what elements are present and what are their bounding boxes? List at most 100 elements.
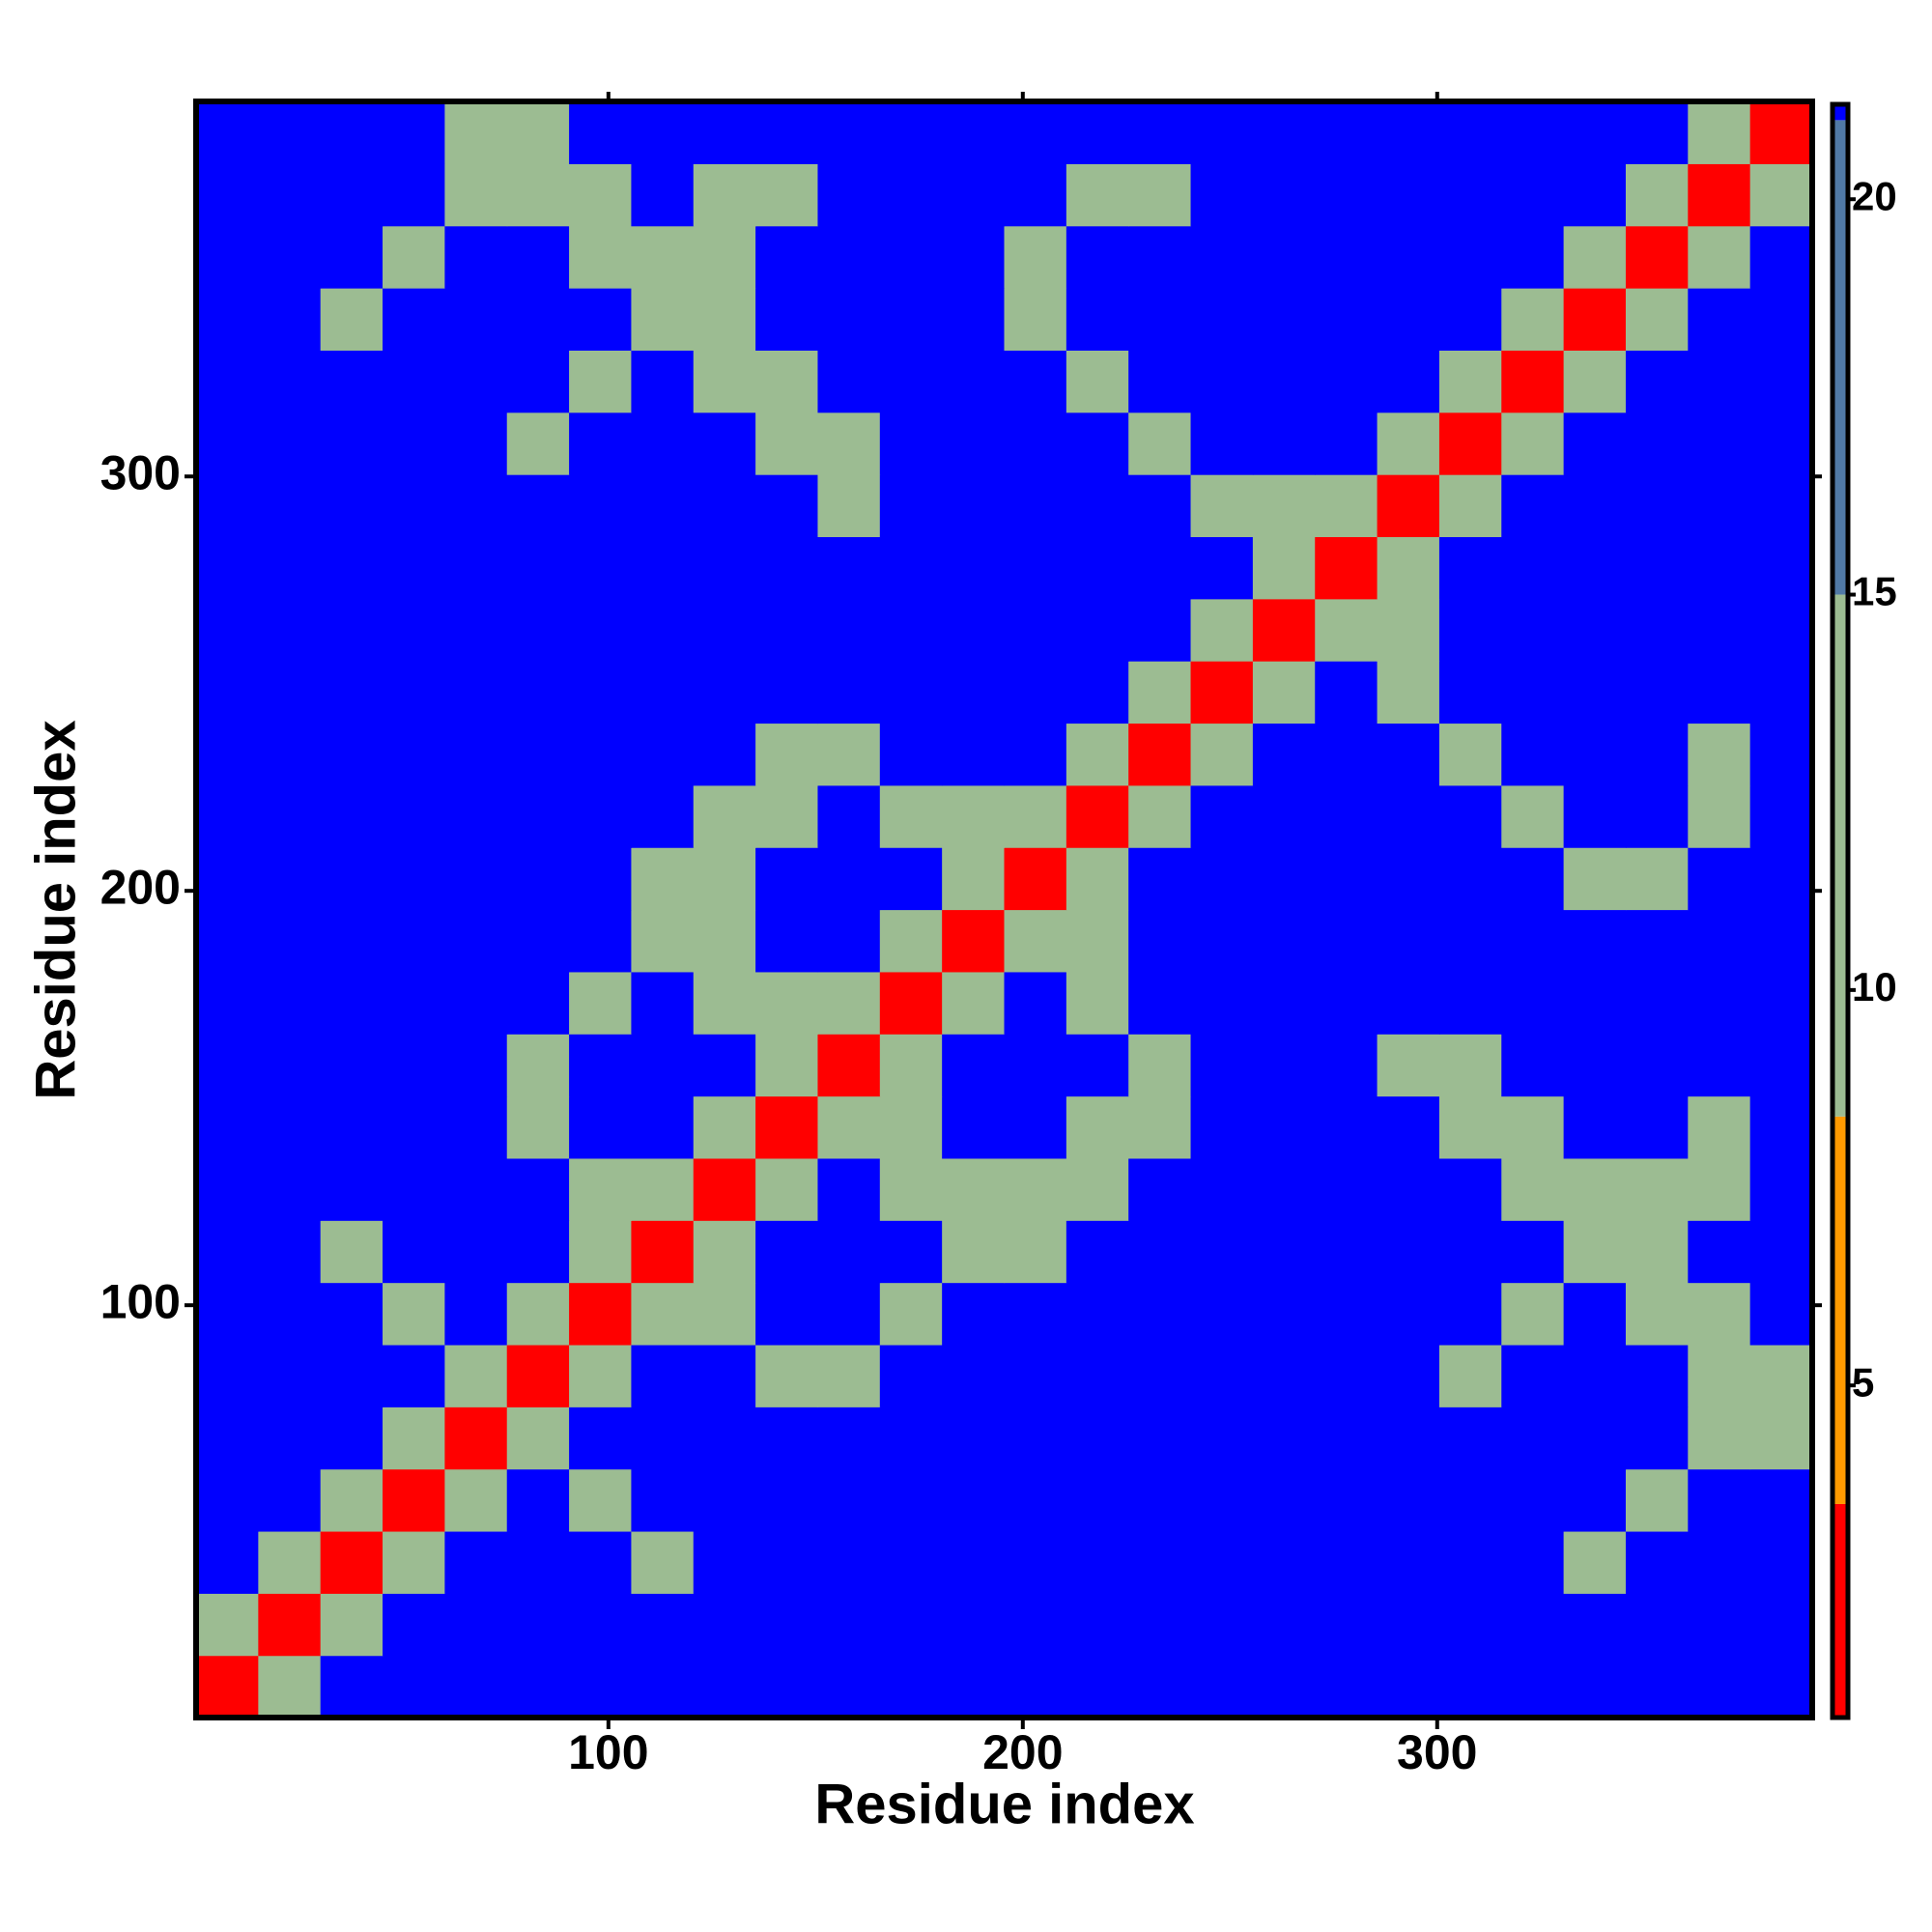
heatmap-cell bbox=[693, 1530, 756, 1594]
heatmap-cell bbox=[444, 412, 508, 475]
heatmap-cell bbox=[506, 1655, 570, 1719]
heatmap-cell bbox=[1625, 474, 1689, 538]
heatmap-cell bbox=[1563, 1593, 1627, 1657]
heatmap-cell bbox=[569, 1406, 633, 1470]
heatmap-cell bbox=[1128, 1034, 1192, 1097]
heatmap-cell bbox=[1501, 101, 1565, 164]
heatmap-cell bbox=[1128, 971, 1192, 1035]
heatmap-cell bbox=[1065, 1406, 1129, 1470]
heatmap-cell bbox=[1004, 1406, 1067, 1470]
heatmap-cell bbox=[1190, 909, 1254, 973]
heatmap-cell bbox=[1128, 1655, 1192, 1719]
heatmap-cell bbox=[693, 723, 756, 786]
heatmap-cell bbox=[817, 474, 881, 538]
heatmap-cell bbox=[506, 350, 570, 413]
heatmap-cell bbox=[693, 474, 756, 538]
heatmap-cell bbox=[817, 847, 881, 911]
heatmap-cell bbox=[196, 412, 259, 475]
heatmap-cell bbox=[693, 661, 756, 724]
heatmap-cell bbox=[1377, 723, 1440, 786]
heatmap-cell bbox=[569, 1468, 633, 1532]
heatmap-cell bbox=[1563, 1530, 1627, 1594]
heatmap-cell bbox=[1625, 1406, 1689, 1470]
heatmap-cell bbox=[1749, 350, 1813, 413]
heatmap-cell bbox=[1438, 350, 1502, 413]
heatmap-cell bbox=[1625, 536, 1689, 600]
heatmap-cell bbox=[693, 1344, 756, 1407]
heatmap-cell bbox=[1190, 350, 1254, 413]
heatmap-cell bbox=[755, 598, 819, 662]
heatmap-cell bbox=[258, 412, 322, 475]
heatmap-cell bbox=[1315, 598, 1378, 662]
heatmap-cell bbox=[258, 1530, 322, 1594]
heatmap-cell bbox=[1315, 1344, 1378, 1407]
heatmap-cell bbox=[1004, 101, 1067, 164]
heatmap-cell bbox=[1315, 1530, 1378, 1594]
heatmap-cell bbox=[817, 536, 881, 600]
heatmap-cell bbox=[1128, 1344, 1192, 1407]
heatmap-cell bbox=[1377, 1282, 1440, 1346]
heatmap-cell bbox=[1315, 1593, 1378, 1657]
heatmap-cell bbox=[1688, 971, 1751, 1035]
heatmap-cell bbox=[444, 661, 508, 724]
heatmap-cell bbox=[693, 1282, 756, 1346]
heatmap-cell bbox=[1128, 1157, 1192, 1221]
heatmap-cell bbox=[196, 598, 259, 662]
heatmap-cell bbox=[817, 971, 881, 1035]
heatmap-cell bbox=[196, 1655, 259, 1719]
heatmap-cell bbox=[1252, 1034, 1316, 1097]
heatmap-cell bbox=[879, 661, 943, 724]
heatmap-cell bbox=[1377, 536, 1440, 600]
heatmap-cell bbox=[879, 225, 943, 289]
heatmap-cell bbox=[693, 1034, 756, 1097]
heatmap-cell bbox=[1438, 971, 1502, 1035]
heatmap-cell bbox=[1128, 1468, 1192, 1532]
heatmap-cell bbox=[693, 1468, 756, 1532]
heatmap-cell bbox=[1563, 350, 1627, 413]
heatmap-cell bbox=[506, 1282, 570, 1346]
heatmap-cell bbox=[1252, 163, 1316, 227]
heatmap-cell bbox=[383, 1095, 445, 1159]
heatmap-cell bbox=[1688, 350, 1751, 413]
heatmap-cell bbox=[879, 288, 943, 351]
heatmap-cell bbox=[1501, 474, 1565, 538]
heatmap-cell bbox=[1190, 1530, 1254, 1594]
heatmap-cell bbox=[196, 288, 259, 351]
heatmap-cell bbox=[1563, 598, 1627, 662]
heatmap-cell bbox=[1377, 412, 1440, 475]
heatmap-cell bbox=[1065, 1157, 1129, 1221]
heatmap-cell bbox=[693, 1655, 756, 1719]
heatmap-cell bbox=[1377, 1220, 1440, 1284]
heatmap-cell bbox=[1377, 598, 1440, 662]
heatmap-cell bbox=[1252, 1655, 1316, 1719]
heatmap-cell bbox=[817, 909, 881, 973]
heatmap-cell bbox=[1749, 971, 1813, 1035]
heatmap-cell bbox=[1315, 288, 1378, 351]
heatmap-cell bbox=[1004, 1530, 1067, 1594]
heatmap-cell bbox=[1065, 661, 1129, 724]
heatmap-cell bbox=[1252, 1220, 1316, 1284]
heatmap-cell bbox=[1315, 536, 1378, 600]
heatmap-cell bbox=[1563, 723, 1627, 786]
heatmap-cell bbox=[320, 163, 384, 227]
heatmap-cell bbox=[1315, 101, 1378, 164]
heatmap-cell bbox=[506, 971, 570, 1035]
heatmap-cell bbox=[196, 1530, 259, 1594]
heatmap-cell bbox=[1252, 723, 1316, 786]
heatmap-cell bbox=[1625, 1282, 1689, 1346]
heatmap-cell bbox=[569, 474, 633, 538]
heatmap-cell bbox=[1563, 474, 1627, 538]
heatmap-cell bbox=[1315, 971, 1378, 1035]
heatmap-cell bbox=[817, 1468, 881, 1532]
heatmap-cell bbox=[196, 971, 259, 1035]
heatmap-cell bbox=[755, 1344, 819, 1407]
heatmap-cell bbox=[1438, 536, 1502, 600]
heatmap-cell bbox=[1004, 163, 1067, 227]
heatmap-cell bbox=[1377, 1095, 1440, 1159]
heatmap-cell bbox=[506, 1530, 570, 1594]
heatmap-cell bbox=[1688, 1034, 1751, 1097]
heatmap-cell bbox=[444, 474, 508, 538]
heatmap-cell bbox=[320, 1034, 384, 1097]
heatmap-cell bbox=[1065, 784, 1129, 848]
heatmap-cell bbox=[879, 1157, 943, 1221]
